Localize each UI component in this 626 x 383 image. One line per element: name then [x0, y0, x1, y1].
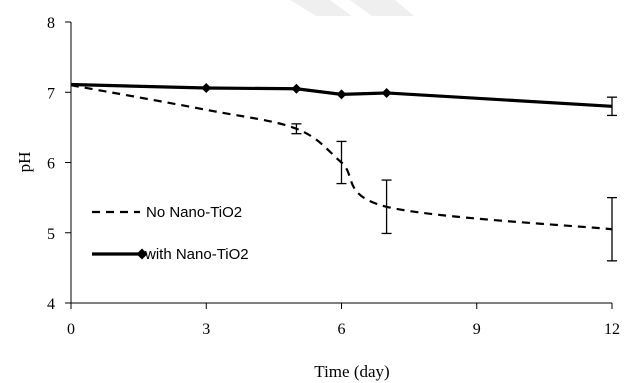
data-point-marker [291, 83, 302, 94]
x-tick-label: 12 [604, 321, 620, 338]
axes: 4 5 6 7 8 0 3 6 9 12 [47, 15, 620, 338]
y-tick-label: 6 [47, 156, 55, 173]
data-point-marker [201, 83, 212, 94]
x-tick-label: 6 [338, 321, 346, 338]
x-axis-ticks: 0 3 6 9 12 [67, 303, 620, 338]
x-tick-label: 3 [202, 321, 210, 338]
y-tick-label: 8 [47, 15, 55, 32]
y-tick-label: 4 [47, 296, 55, 313]
series-layer [70, 82, 617, 262]
series-no-nano-tio2 [70, 84, 617, 262]
legend-label-no-nano-tio2: No Nano-TiO2 [146, 204, 242, 221]
data-point-marker [336, 89, 347, 100]
y-tick-label: 7 [47, 85, 55, 102]
x-tick-label: 9 [473, 321, 481, 338]
data-point-marker [381, 87, 392, 98]
x-tick-label: 0 [67, 321, 75, 338]
y-axis-ticks: 4 5 6 7 8 [47, 15, 71, 313]
legend-marker-diamond [136, 248, 148, 260]
x-axis-title: Time (day) [314, 362, 389, 381]
legend-label-with-nano-tio2: with Nano-TiO2 [144, 246, 249, 263]
series-line [70, 82, 613, 108]
legend: No Nano-TiO2 with Nano-TiO2 [92, 204, 249, 263]
watermark-shape [290, 0, 414, 16]
y-axis-title: pH [15, 152, 34, 173]
y-tick-label: 5 [47, 226, 55, 243]
series-line [70, 84, 613, 231]
series-with-nano-tio2 [70, 82, 617, 117]
